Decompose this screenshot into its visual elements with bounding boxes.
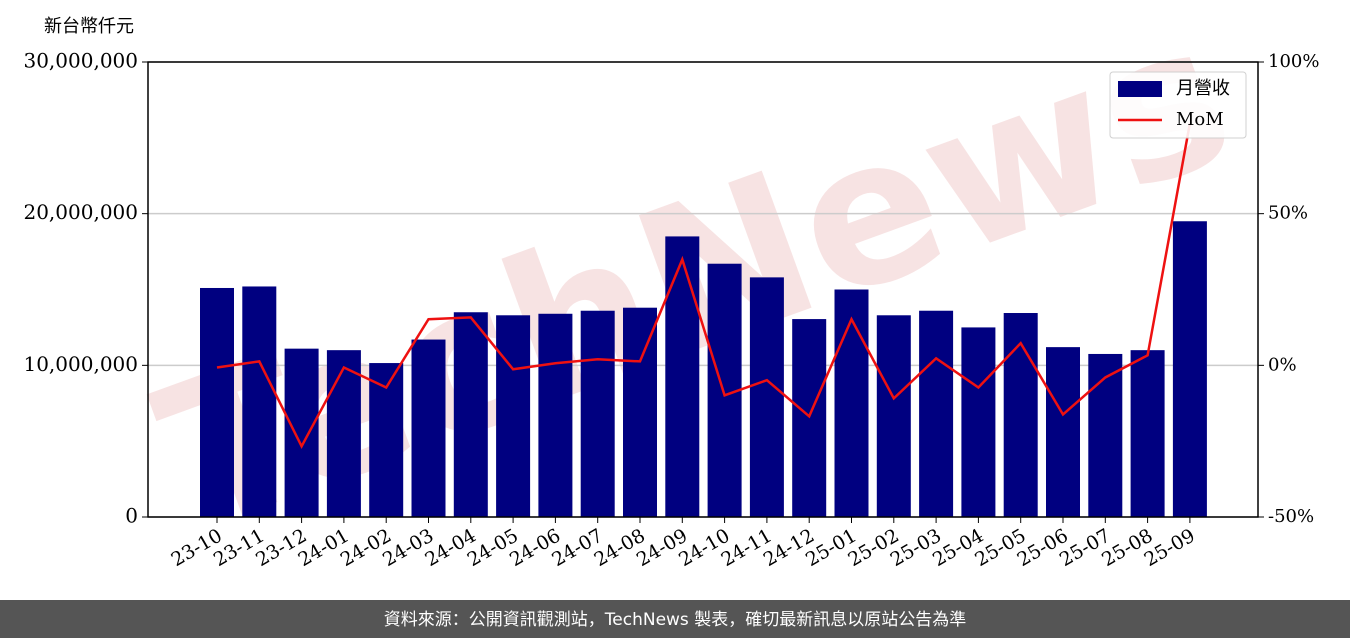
- bar: [538, 313, 573, 517]
- footer-band: [0, 600, 1350, 638]
- y-tick-label: 10,000,000: [23, 352, 138, 376]
- legend-label: MoM: [1176, 109, 1224, 130]
- plot-frame: [147, 61, 1259, 518]
- bar: [1046, 347, 1080, 517]
- y-tick-label: 20,000,000: [23, 200, 138, 224]
- bar: [1172, 221, 1207, 517]
- y2-tick-label: 100%: [1268, 51, 1319, 72]
- bar: [284, 348, 319, 517]
- bar: [792, 319, 827, 517]
- bar: [242, 286, 277, 517]
- y2-tick-label: 50%: [1268, 203, 1308, 224]
- bar: [496, 315, 531, 517]
- bar: [919, 310, 954, 517]
- bar: [749, 277, 784, 517]
- bar: [453, 312, 488, 517]
- bar: [326, 350, 361, 517]
- footer: 資料來源：公開資訊觀測站，TechNews 製表，確切最新訊息以原站公告為準: [384, 610, 966, 630]
- bar: [834, 289, 869, 517]
- bar: [876, 315, 911, 517]
- legend-swatch: [1118, 81, 1162, 97]
- y2-tick-label: 0%: [1268, 354, 1297, 375]
- legend-label: 月營收: [1176, 78, 1230, 99]
- bar: [1088, 353, 1123, 517]
- bar: [200, 287, 234, 517]
- bar: [961, 327, 996, 517]
- y-tick-label: 30,000,000: [23, 49, 138, 73]
- bar: [623, 307, 657, 517]
- y-axis-label: 新台幣仟元: [44, 16, 134, 37]
- bar: [411, 339, 446, 517]
- bar: [580, 310, 615, 517]
- y2-tick-label: -50%: [1268, 506, 1314, 527]
- bar: [665, 236, 700, 517]
- y-tick-label: 0: [125, 504, 138, 528]
- bar: [1003, 313, 1038, 517]
- mom-line: [216, 123, 1192, 450]
- bar: [1130, 350, 1165, 517]
